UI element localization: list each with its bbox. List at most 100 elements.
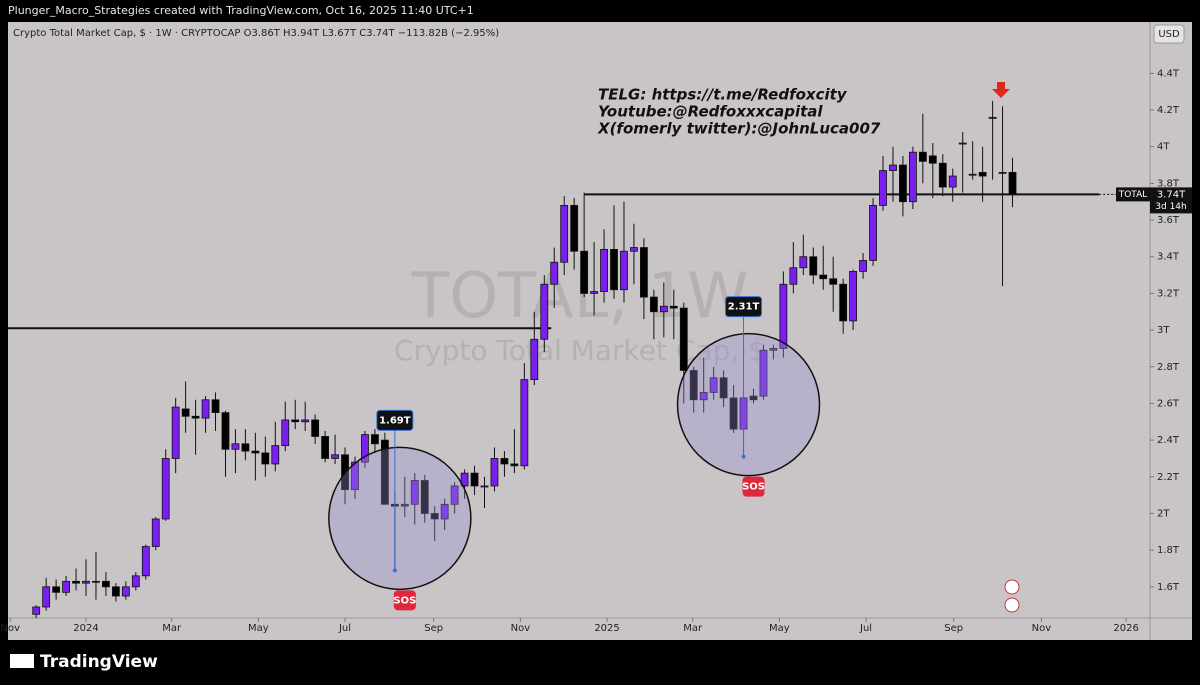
sos-label: SOS xyxy=(742,482,765,493)
candle-body xyxy=(430,513,439,520)
x-tick-label: Nov xyxy=(1032,623,1052,634)
candle-body xyxy=(141,546,150,577)
candle-body xyxy=(889,164,897,171)
candle-body xyxy=(351,461,359,491)
legend-text: Crypto Total Market Cap, $ · 1W · CRYPTO… xyxy=(13,28,499,39)
candle-body xyxy=(899,164,907,203)
y-tick-label: 3.2T xyxy=(1157,288,1180,299)
candle-body xyxy=(679,307,688,371)
candle-body xyxy=(570,204,579,252)
candle-body xyxy=(52,586,61,593)
y-tick-label: 1.8T xyxy=(1157,545,1180,556)
candle-body xyxy=(201,399,210,419)
candle-body xyxy=(809,256,818,276)
top-bar: Plunger_Macro_Strategies created with Tr… xyxy=(8,4,474,17)
watermark-symbol: TOTAL, 1W xyxy=(411,259,749,332)
candle-body xyxy=(32,606,41,615)
chart-bg xyxy=(8,22,1192,640)
sos-badge xyxy=(393,590,416,611)
candle-body xyxy=(42,586,51,608)
price-tag xyxy=(1150,187,1192,214)
event-icon[interactable] xyxy=(1004,597,1020,613)
candle-body xyxy=(799,256,808,269)
y-tick-label: 2.4T xyxy=(1157,435,1180,446)
x-tick-label: Jul xyxy=(338,623,351,634)
annotation-point xyxy=(392,568,397,573)
x-tick-label: Nov xyxy=(511,623,531,634)
y-tick-label: 2.8T xyxy=(1157,362,1180,373)
candle-body xyxy=(450,485,459,505)
candle-body xyxy=(958,142,967,145)
currency-button[interactable] xyxy=(1153,24,1185,44)
candle-body xyxy=(460,472,469,487)
y-tick-label: 4T xyxy=(1157,142,1170,153)
candle-body xyxy=(331,454,339,459)
currency-label[interactable]: USD xyxy=(1158,29,1180,40)
y-tick-label: 3T xyxy=(1157,325,1170,336)
candle-body xyxy=(111,586,120,597)
candle-body xyxy=(968,173,977,176)
x-tick-label: May xyxy=(769,623,790,634)
candle-body xyxy=(181,408,190,417)
candle-body xyxy=(669,305,678,309)
candle-body xyxy=(171,406,180,459)
candle-body xyxy=(231,443,240,450)
candle-body xyxy=(490,458,499,487)
candle-body xyxy=(709,377,718,393)
candle-body xyxy=(829,278,838,285)
candle-body xyxy=(789,267,798,285)
candle-body xyxy=(440,503,449,520)
candle-body xyxy=(938,162,947,188)
candle-body xyxy=(371,434,379,445)
candle-body xyxy=(410,480,419,505)
candle-body xyxy=(869,204,877,261)
y-tick-label: 4.2T xyxy=(1157,105,1180,116)
x-tick-label: Mar xyxy=(162,623,182,634)
y-tick-label: 1.6T xyxy=(1157,582,1180,593)
candle-body xyxy=(251,450,260,454)
price-tag-symbol: TOTAL xyxy=(1118,190,1148,200)
event-icon[interactable] xyxy=(1004,579,1020,595)
footer-logo-mark xyxy=(10,654,34,668)
candle-body xyxy=(131,575,140,588)
x-tick-label: Jul xyxy=(859,623,872,634)
arrow xyxy=(992,82,1010,98)
price-tag-countdown: 3d 14h xyxy=(1155,202,1186,212)
annotation-label: 2.31T xyxy=(728,302,760,313)
candle-body xyxy=(928,155,937,164)
candle-body xyxy=(241,443,250,452)
candle-body xyxy=(918,151,927,162)
candle-body xyxy=(699,392,708,401)
footer-logo: TradingView xyxy=(40,652,158,672)
candle-body xyxy=(321,436,330,459)
highlight-circle xyxy=(328,446,472,591)
x-tick-label: Sep xyxy=(944,623,963,634)
candle-body xyxy=(620,250,628,291)
candle-body xyxy=(82,580,90,584)
x-tick-label: Nov xyxy=(1,623,21,634)
annotation-point xyxy=(741,454,746,459)
candle-body xyxy=(311,419,320,437)
candle-body xyxy=(261,452,270,465)
candle-body xyxy=(610,248,618,291)
candle-body xyxy=(291,419,300,423)
candle-body xyxy=(640,247,648,298)
candle-body xyxy=(420,480,429,514)
y-tick-label: 3.8T xyxy=(1157,178,1180,189)
candle-body xyxy=(759,349,768,397)
candle-body xyxy=(500,458,509,465)
candle-body xyxy=(520,379,529,467)
candle-body xyxy=(998,171,1007,174)
candle-body xyxy=(301,419,310,423)
candle-body xyxy=(380,439,389,505)
candle-body xyxy=(600,248,608,292)
candle-body xyxy=(630,247,638,252)
annotation-label: 1.69T xyxy=(379,415,411,426)
candle-body xyxy=(191,415,200,419)
candle-body xyxy=(849,271,858,322)
candle-body xyxy=(102,580,110,588)
annotation-box xyxy=(725,296,763,318)
y-tick-label: 3.6T xyxy=(1157,215,1180,226)
candle-body xyxy=(161,458,170,520)
